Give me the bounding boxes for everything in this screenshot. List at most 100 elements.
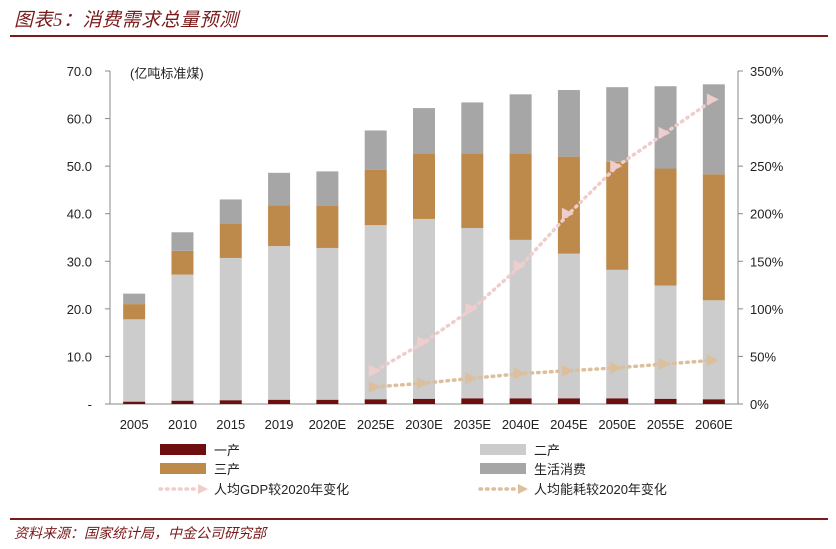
legend-line-arrow — [198, 484, 208, 494]
bar-segment — [268, 172, 291, 206]
legend-swatch — [160, 444, 206, 455]
bar-segment — [123, 319, 146, 402]
bars-layer — [123, 84, 725, 404]
bar-segment — [364, 399, 387, 404]
y-left-tick-label: 30.0 — [67, 254, 92, 269]
x-tick-label: 2005 — [120, 417, 149, 432]
x-tick-label: 2030E — [405, 417, 443, 432]
line-arrow-marker — [513, 367, 526, 380]
legend-label: 二产 — [534, 443, 560, 458]
x-tick-label: 2045E — [550, 417, 588, 432]
bar-segment — [219, 223, 242, 258]
bar-segment — [654, 398, 677, 404]
bar-segment — [557, 398, 580, 404]
bar-segment — [509, 239, 532, 399]
line-arrow-marker — [513, 260, 526, 273]
bar-segment — [461, 398, 484, 404]
line-arrow-marker — [368, 380, 381, 393]
bar-segment — [606, 398, 629, 404]
y-left-tick-label: 10.0 — [67, 349, 92, 364]
legend-label: 一产 — [214, 443, 240, 458]
y-right-tick-label: 250% — [750, 159, 784, 174]
bar-segment — [413, 218, 435, 399]
line-arrow-marker — [561, 207, 574, 220]
bar-segment — [219, 199, 242, 224]
bar-segment — [316, 205, 339, 248]
y-left-tick-label: 50.0 — [67, 159, 92, 174]
line-arrow-marker — [465, 372, 478, 385]
x-tick-label: 2060E — [695, 417, 733, 432]
bar-segment — [557, 90, 580, 157]
bar-segment — [219, 257, 242, 401]
bar-segment — [171, 274, 194, 401]
series-line — [373, 97, 716, 373]
bar-segment — [702, 84, 725, 175]
bar-segment — [364, 130, 387, 170]
source-note: 资料来源：国家统计局，中金公司研究部 — [14, 527, 266, 542]
bar-segment — [606, 87, 629, 162]
bar-segment — [316, 247, 339, 400]
bar-segment — [509, 398, 532, 404]
legend-label: 生活消费 — [534, 462, 586, 477]
x-tick-label: 2050E — [598, 417, 636, 432]
line-arrow-marker — [417, 336, 429, 349]
y-left-tick-label: 70.0 — [67, 64, 92, 79]
line-arrow-marker — [658, 358, 671, 371]
x-tick-label: 2025E — [357, 417, 395, 432]
bar-segment — [268, 246, 291, 400]
bar-segment — [461, 102, 484, 154]
series-line — [373, 358, 716, 389]
line-arrow-marker — [706, 354, 719, 367]
y-left-tick-label: 60.0 — [67, 112, 92, 127]
line-arrow-marker — [561, 364, 574, 377]
bar-segment — [654, 86, 677, 169]
bar-segment — [268, 205, 291, 247]
bar-segment — [413, 153, 435, 219]
bar-segment — [557, 253, 580, 399]
bar-segment — [171, 232, 194, 251]
y-axis-unit-label: (亿吨标准煤) — [130, 66, 204, 81]
x-tick-label: 2019 — [265, 417, 294, 432]
bar-segment — [509, 94, 532, 154]
y-right-tick-label: 350% — [750, 64, 784, 79]
legend-swatch — [480, 444, 526, 455]
y-left-tick-label: 20.0 — [67, 302, 92, 317]
bar-segment — [364, 169, 387, 226]
line-arrow-marker — [368, 364, 381, 377]
bar-segment — [461, 153, 484, 228]
line-arrow-marker — [610, 160, 623, 173]
x-tick-label: 2040E — [502, 417, 540, 432]
y-left-tick-label: - — [88, 397, 92, 412]
bar-segment — [219, 400, 242, 404]
y-right-tick-label: 100% — [750, 302, 784, 317]
bar-segment — [123, 401, 146, 404]
bar-segment — [316, 171, 339, 206]
bar-segment — [557, 156, 580, 254]
bar-segment — [702, 399, 725, 404]
bar-segment — [509, 153, 532, 240]
line-arrow-marker — [610, 361, 623, 374]
legend-swatch — [480, 463, 526, 474]
bar-segment — [123, 304, 146, 320]
y-right-tick-label: 150% — [750, 254, 784, 269]
x-tick-label: 2055E — [647, 417, 685, 432]
legend-line-arrow — [518, 484, 528, 494]
lines-layer — [368, 93, 719, 393]
header-divider — [10, 35, 828, 37]
bar-segment — [413, 108, 435, 154]
bar-segment — [654, 285, 677, 399]
bar-segment — [654, 168, 677, 286]
bar-segment — [702, 300, 725, 400]
y-right-tick-label: 0% — [750, 397, 769, 412]
bar-segment — [606, 269, 629, 399]
x-tick-label: 2035E — [454, 417, 492, 432]
bar-segment — [413, 398, 435, 404]
line-arrow-marker — [706, 93, 719, 106]
bar-segment — [268, 399, 291, 404]
line-arrow-marker — [465, 302, 478, 315]
x-tick-label: 2010 — [168, 417, 197, 432]
line-arrow-marker — [417, 377, 429, 390]
bar-segment — [702, 174, 725, 301]
